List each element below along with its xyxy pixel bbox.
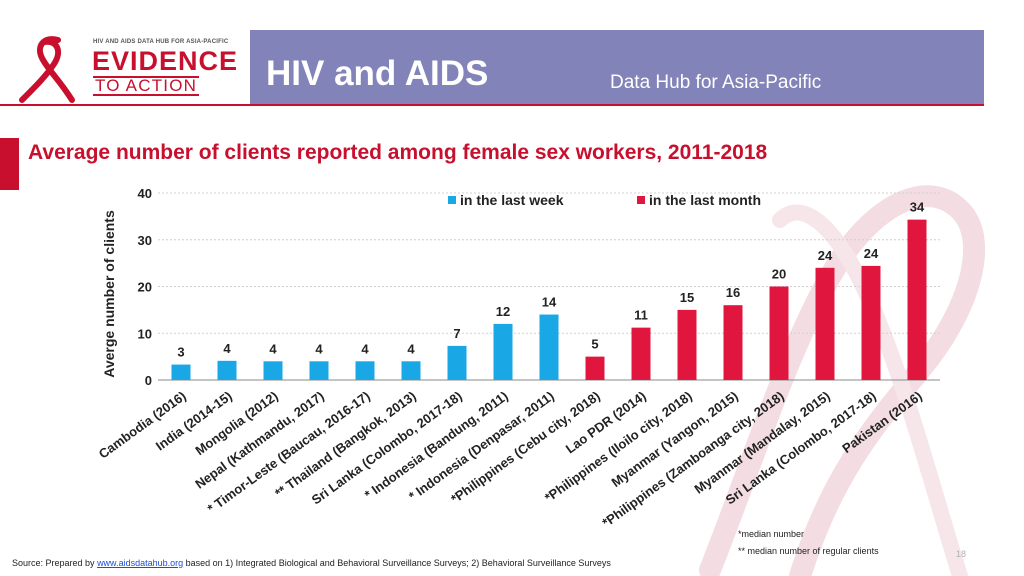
bar-value-label: 34 (910, 200, 925, 215)
bar (861, 265, 881, 380)
page-number: 18 (956, 549, 967, 559)
chart-title: Average number of clients reported among… (28, 141, 768, 164)
bar-value-label: 4 (361, 341, 369, 356)
bar (355, 361, 375, 380)
source-suffix: based on 1) Integrated Biological and Be… (183, 558, 611, 568)
bar-value-label: 24 (864, 246, 879, 261)
bar-value-label: 4 (315, 341, 323, 356)
bar (631, 327, 651, 380)
bar (723, 305, 743, 380)
source-note: Source: Prepared by www.aidsdatahub.org … (12, 558, 611, 568)
bar-value-label: 12 (496, 304, 510, 319)
bar (769, 286, 789, 380)
bar-value-label: 24 (818, 248, 833, 263)
legend-label-month: in the last month (649, 192, 761, 208)
footnote-median-regular: ** median number of regular clients (738, 546, 879, 556)
logo-to-action-text: TO ACTION (93, 76, 200, 96)
legend-swatch-week (448, 196, 456, 204)
logo: HIV AND AIDS DATA HUB FOR ASIA-PACIFIC E… (0, 30, 250, 104)
bar-value-label: 5 (591, 337, 598, 352)
bar-value-label: 4 (407, 341, 415, 356)
red-ribbon-icon (19, 36, 75, 103)
bar (585, 356, 605, 380)
bar (401, 361, 421, 380)
bar (447, 345, 467, 380)
header-title: HIV and AIDS (266, 54, 489, 93)
header-subtitle: Data Hub for Asia-Pacific (610, 72, 822, 93)
category-label: Pakistan (2016) (839, 388, 924, 456)
source-link[interactable]: www.aidsdatahub.org (97, 558, 184, 568)
logo-evidence-text: EVIDENCE (92, 46, 239, 76)
bar (171, 364, 191, 380)
header-divider (0, 104, 984, 106)
bar-value-label: 4 (269, 341, 277, 356)
bar (907, 219, 927, 380)
bar (263, 361, 283, 380)
bar-value-label: 20 (772, 267, 786, 282)
bar (677, 309, 697, 380)
bar-value-label: 11 (634, 308, 648, 323)
y-tick-label: 40 (138, 186, 152, 201)
source-prefix: Source: Prepared by (12, 558, 98, 568)
legend-swatch-month (637, 196, 645, 204)
y-tick-label: 10 (138, 326, 152, 341)
bar-value-label: 15 (680, 290, 694, 305)
bar-value-label: 3 (177, 345, 184, 360)
bar (539, 314, 559, 380)
y-tick-label: 0 (145, 373, 152, 388)
bar-value-label: 4 (223, 341, 231, 356)
title-accent-bar (0, 138, 19, 190)
bar-value-label: 16 (726, 285, 740, 300)
bar (309, 361, 329, 380)
bar-value-label: 14 (542, 295, 557, 310)
y-tick-label: 20 (138, 280, 152, 295)
bar (493, 323, 513, 380)
y-tick-label: 30 (138, 233, 152, 248)
bar (217, 360, 237, 380)
footnote-median: *median number (738, 529, 805, 539)
y-axis-label: Averge number of clients (101, 210, 117, 378)
legend-label-week: in the last week (460, 192, 564, 208)
logo-small-text: HIV AND AIDS DATA HUB FOR ASIA-PACIFIC (93, 39, 229, 45)
bar (815, 267, 835, 380)
bar-value-label: 7 (453, 326, 460, 341)
